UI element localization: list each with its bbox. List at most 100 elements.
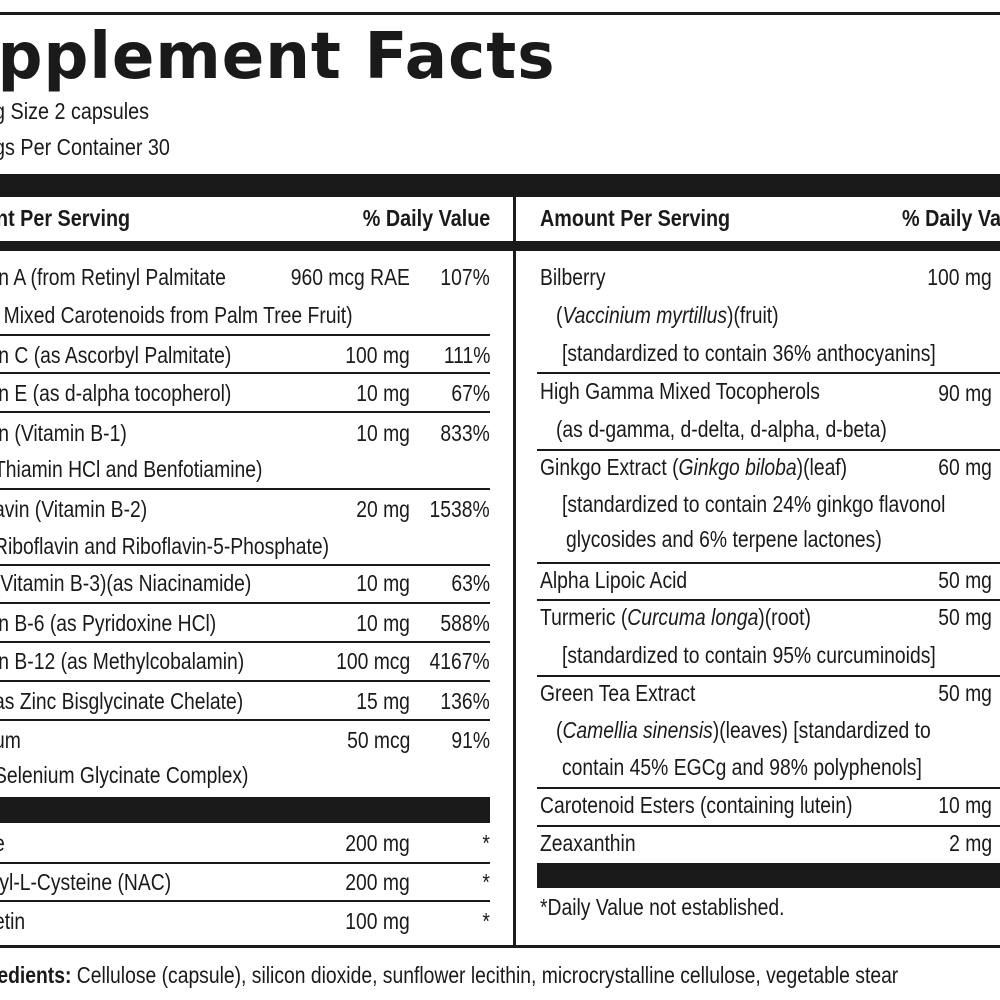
- bottom-border: [0, 945, 1000, 948]
- servings-per-container: gs Per Container 30: [0, 134, 170, 160]
- top-border: [0, 12, 1000, 15]
- left-row-name: um: [0, 727, 21, 753]
- right-row-name: Carotenoid Esters (containing lutein): [540, 792, 853, 818]
- left-row-amount: 20 mg: [356, 496, 410, 522]
- row-divider: [0, 680, 490, 682]
- row-divider: [0, 488, 490, 490]
- right-row-name: (Vaccinium myrtillus)(fruit): [556, 302, 779, 328]
- right-row-amount: 90 mg: [938, 380, 992, 406]
- row-divider: [0, 900, 490, 902]
- left-row-amount: 200 mg: [345, 830, 410, 856]
- left-row-name: in (Vitamin B-1): [0, 420, 127, 446]
- row-divider: [0, 372, 490, 374]
- right-row-name: Green Tea Extract: [540, 680, 696, 706]
- right-row-name: Turmeric (Curcuma longa)(root): [540, 604, 811, 630]
- row-divider: [0, 719, 490, 721]
- left-row-name: (Vitamin B-3)(as Niacinamide): [0, 570, 252, 596]
- left-row-amount: 100 mg: [345, 342, 410, 368]
- header-rule: [0, 241, 1000, 251]
- right-header-dv: % Daily Va: [902, 205, 1000, 231]
- left-header-amount: nt Per Serving: [0, 205, 131, 231]
- left-row-dv: 91%: [451, 727, 490, 753]
- right-row-name: Ginkgo Extract (Ginkgo biloba)(leaf): [540, 454, 848, 480]
- right-row-name: [standardized to contain 36% anthocyanin…: [562, 340, 936, 366]
- left-row-name: Thiamin HCl and Benfotiamine): [0, 456, 263, 482]
- left-row-dv: 67%: [451, 380, 490, 406]
- left-row-dv: 588%: [440, 610, 490, 636]
- row-divider: [537, 675, 1000, 677]
- left-row-amount: 10 mg: [356, 380, 410, 406]
- left-row-name: etin: [0, 908, 26, 934]
- panel-title: upplement Facts: [0, 20, 556, 94]
- left-row-name: Riboflavin and Riboflavin-5-Phosphate): [0, 533, 330, 559]
- left-row-amount: 100 mg: [345, 908, 410, 934]
- row-divider: [537, 562, 1000, 564]
- left-row-name: in A (from Retinyl Palmitate: [0, 264, 226, 290]
- right-row-amount: 50 mg: [938, 567, 992, 593]
- right-row-name: Alpha Lipoic Acid: [540, 567, 688, 593]
- left-row-name: in C (as Ascorbyl Palmitate): [0, 342, 232, 368]
- right-row-name: glycosides and 6% terpene lactones): [566, 526, 882, 552]
- other-ingredients: gredients: Cellulose (capsule), silicon …: [0, 962, 898, 989]
- right-header-amount: Amount Per Serving: [540, 205, 731, 231]
- left-header-dv: % Daily Value: [362, 205, 490, 231]
- left-row-name: avin (Vitamin B-2): [0, 496, 148, 522]
- left-row-dv: *: [482, 869, 490, 895]
- right-row-name: Bilberry: [540, 264, 606, 290]
- left-row-name: tyl-L-Cysteine (NAC): [0, 869, 172, 895]
- left-row-dv: 1538%: [429, 496, 490, 522]
- left-row-amount: 960 mcg RAE: [290, 264, 410, 290]
- section-bar-right: [537, 863, 1000, 888]
- row-divider: [537, 787, 1000, 789]
- left-row-name: in B-6 (as Pyridoxine HCl): [0, 610, 217, 636]
- row-divider: [537, 449, 1000, 451]
- left-row-dv: 4167%: [429, 648, 490, 674]
- left-row-dv: 136%: [440, 688, 490, 714]
- left-row-name: in E (as d-alpha tocopherol): [0, 380, 232, 406]
- row-divider: [537, 825, 1000, 827]
- left-row-dv: 63%: [451, 570, 490, 596]
- ingredients-text: Cellulose (capsule), silicon dioxide, su…: [71, 962, 899, 988]
- right-row-amount: 100 mg: [927, 264, 992, 290]
- right-row-amount: 50 mg: [938, 604, 992, 630]
- left-row-dv: 107%: [440, 264, 490, 290]
- row-divider: [537, 372, 1000, 374]
- left-row-name: Selenium Glycinate Complex): [0, 762, 249, 788]
- left-row-amount: 50 mcg: [346, 727, 410, 753]
- row-divider: [0, 862, 490, 864]
- left-row-amount: 100 mcg: [335, 648, 410, 674]
- right-row-name: Zeaxanthin: [540, 830, 636, 856]
- right-row-amount: 50 mg: [938, 680, 992, 706]
- left-row-dv: 833%: [440, 420, 490, 446]
- left-row-name: l Mixed Carotenoids from Palm Tree Fruit…: [0, 302, 353, 328]
- right-row-name: High Gamma Mixed Tocopherols: [540, 378, 820, 404]
- right-row-name: (as d-gamma, d-delta, d-alpha, d-beta): [556, 416, 887, 442]
- left-row-name: e: [0, 830, 5, 857]
- ingredients-label: gredients:: [0, 962, 72, 988]
- right-row-name: contain 45% EGCg and 98% polyphenols]: [562, 754, 922, 780]
- row-divider: [0, 334, 490, 336]
- left-row-dv: 111%: [443, 342, 490, 368]
- row-divider: [0, 602, 490, 604]
- left-row-amount: 10 mg: [356, 420, 410, 446]
- row-divider: [0, 411, 490, 413]
- row-divider: [0, 641, 490, 643]
- right-row-name: (Camellia sinensis)(leaves) [standardize…: [556, 717, 931, 743]
- left-row-amount: 15 mg: [356, 688, 410, 714]
- left-row-amount: 10 mg: [356, 570, 410, 596]
- right-row-amount: 2 mg: [949, 830, 992, 856]
- right-row-amount: 10 mg: [938, 792, 992, 818]
- column-divider: [513, 197, 516, 947]
- footnote: *Daily Value not established.: [540, 894, 785, 920]
- section-bar-left: [0, 797, 490, 823]
- row-divider: [537, 599, 1000, 601]
- right-row-name: [standardized to contain 95% curcuminoid…: [562, 642, 936, 668]
- left-row-dv: *: [482, 830, 490, 856]
- left-row-name: in B-12 (as Methylcobalamin): [0, 648, 245, 674]
- left-row-amount: 10 mg: [356, 610, 410, 636]
- left-row-dv: *: [482, 908, 490, 934]
- right-row-name: [standardized to contain 24% ginkgo flav…: [562, 491, 946, 517]
- left-row-amount: 200 mg: [345, 869, 410, 895]
- right-row-amount: 60 mg: [938, 454, 992, 480]
